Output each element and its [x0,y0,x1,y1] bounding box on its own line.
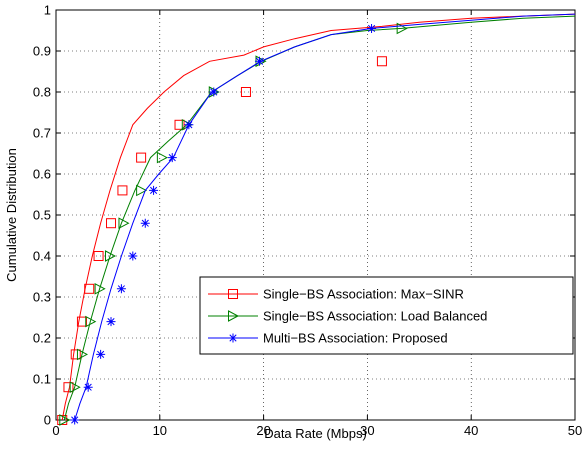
legend-label: Multi−BS Association: Proposed [263,331,448,346]
grid-lines [56,10,575,420]
series-marker [117,185,128,196]
series-marker [209,87,219,97]
y-tick-label: 1 [44,3,51,18]
series-2 [59,15,576,426]
series-marker [104,250,117,262]
legend-marker [228,289,238,299]
x-axis-title: Data Rate (Mbps) [264,426,367,441]
series-marker [63,382,74,393]
series-marker [83,382,93,392]
series-3 [70,13,576,425]
series-marker [106,317,116,327]
y-tick-label: 0.8 [33,85,51,100]
legend-box [199,276,574,355]
legend: Single−BS Association: Max−SINR Single−BS… [199,276,574,355]
series-marker [184,120,194,130]
series-marker [76,316,87,327]
legend-items: Single−BS Association: Max−SINR Single−BS… [208,287,487,346]
y-tick-label: 0.5 [33,208,51,223]
y-axis-title: Cumulative Distribution [4,148,19,282]
series-marker [85,315,97,328]
series-marker [254,56,264,66]
x-tick-label: 0 [52,423,59,438]
series-marker [69,381,81,394]
series-layer [57,13,576,426]
x-tick-label: 50 [568,423,582,438]
series-marker [84,283,95,294]
y-tick-label: 0.2 [33,331,51,346]
legend-label: Single−BS Association: Load Balanced [263,309,487,324]
legend-item: Single−BS Association: Load Balanced [208,309,487,324]
y-tick-label: 0 [44,413,51,428]
series-marker [96,349,106,359]
series-marker [140,218,150,228]
y-tick-label: 0.6 [33,167,51,182]
x-tick-label: 20 [256,423,270,438]
series-line [63,15,576,421]
series-marker [76,348,89,361]
series-marker [116,284,126,294]
axis-ticks: 0 10 20 30 40 50 0 0.1 0.2 0.3 0.4 0.5 0.6 0.7 0.8 0.9 1 [33,3,582,439]
series-marker [376,56,387,67]
x-tick-label: 10 [153,423,167,438]
x-tick-label: 40 [464,423,478,438]
legend-label: Single−BS Association: Max−SINR [263,287,464,302]
series-line [74,13,576,421]
legend-marker [228,333,238,343]
series-1 [57,13,576,425]
series-marker [70,349,81,360]
series-marker [156,151,168,164]
series-marker [118,217,130,230]
series-marker [93,251,104,261]
series-marker [240,87,251,97]
y-tick-label: 0.7 [33,126,51,141]
legend-marker [228,310,240,322]
series-line [61,13,576,421]
x-tick-label: 30 [360,423,374,438]
series-marker [70,415,80,425]
legend-item: Multi−BS Association: Proposed [208,331,448,346]
y-tick-label: 0.4 [33,249,51,264]
series-marker [57,415,68,425]
series-marker [59,414,71,426]
legend-item: Single−BS Association: Max−SINR [208,287,464,302]
series-marker [367,23,377,33]
series-marker [136,152,147,163]
series-marker [94,282,106,295]
y-tick-label: 0.1 [33,372,51,387]
series-marker [149,185,159,195]
series-marker [167,153,177,163]
series-marker [174,119,185,130]
y-tick-label: 0.3 [33,290,51,305]
y-tick-label: 0.9 [33,44,51,59]
series-marker [136,184,148,197]
plot-area-frame [55,9,576,421]
series-marker [128,251,138,261]
series-marker [106,218,117,229]
